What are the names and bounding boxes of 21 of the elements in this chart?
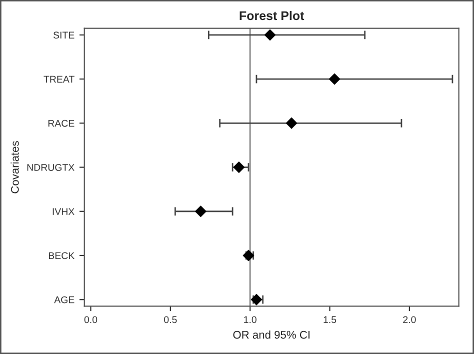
y-tick-label: SITE [53, 32, 74, 39]
point [242, 250, 254, 262]
x-tick-label: 0.5 [164, 316, 177, 324]
chart-title: Forest Plot [240, 10, 304, 20]
x-tick-label: 1.0 [244, 316, 256, 324]
y-tick-label: IVHX [52, 208, 74, 215]
x-tick-label: 1.5 [324, 316, 336, 324]
point [328, 73, 340, 85]
y-tick-label: AGE [54, 296, 74, 304]
y-tick-label: RACE [48, 120, 74, 127]
y-tick-label: NDRUGTX [27, 164, 74, 171]
y-tick-label: BECK [48, 252, 75, 260]
point [195, 206, 206, 218]
point [264, 29, 276, 41]
x-tick-label: 2.0 [403, 316, 416, 324]
point [286, 117, 298, 129]
point [233, 162, 245, 173]
x-axis-title: OR and 95% CI [233, 330, 310, 339]
y-tick-label: TREAT [44, 76, 74, 83]
x-tick-label: 0.0 [84, 316, 98, 324]
y-axis-title: Covariates [10, 141, 19, 194]
